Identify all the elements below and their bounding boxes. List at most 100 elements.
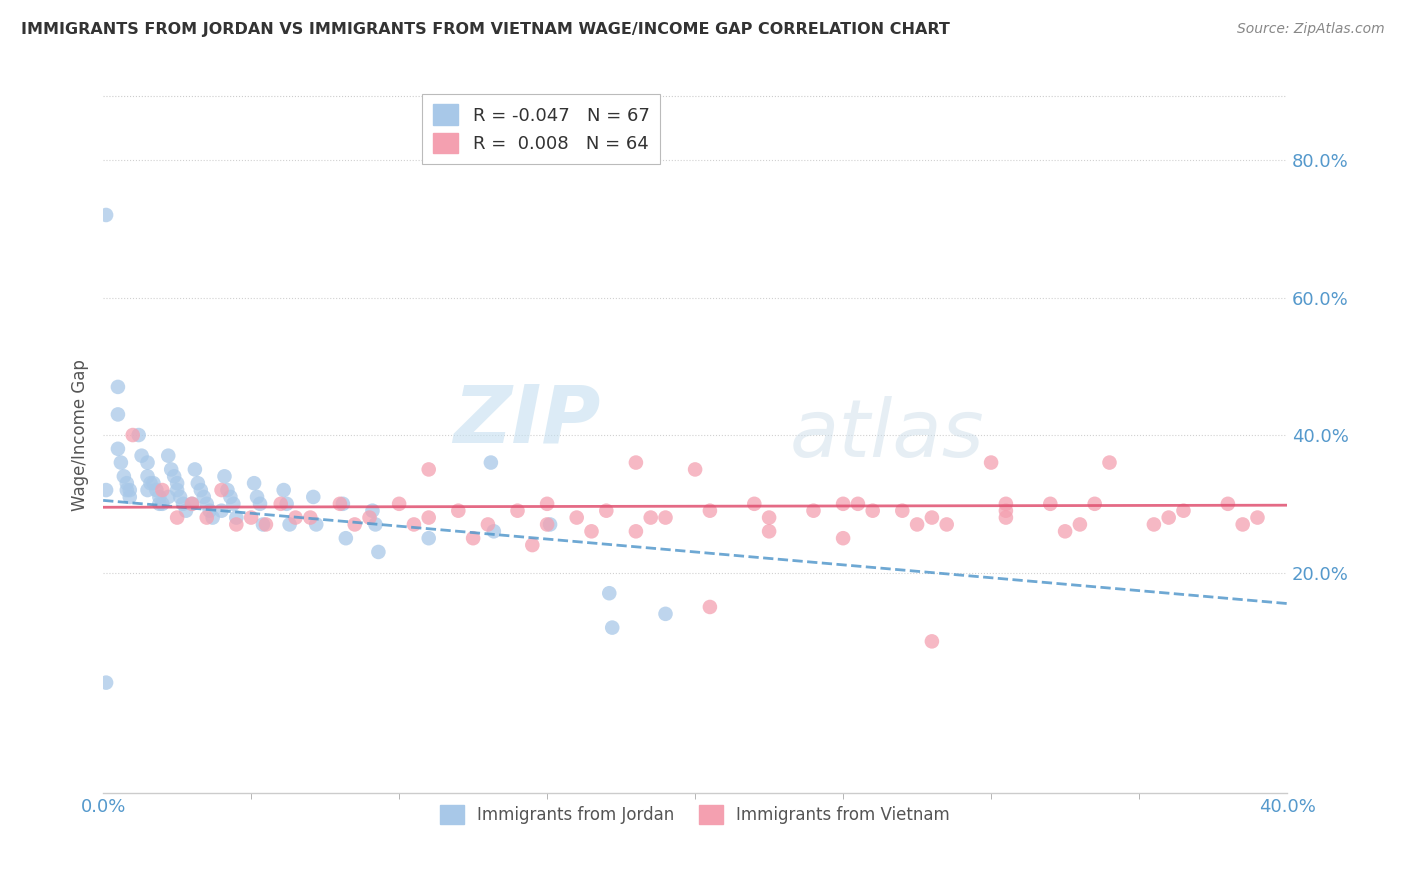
Point <box>654 607 676 621</box>
Point <box>343 517 366 532</box>
Point <box>150 483 173 497</box>
Point <box>862 504 884 518</box>
Point <box>1173 504 1195 518</box>
Point <box>305 517 328 532</box>
Point <box>1069 517 1091 532</box>
Point <box>359 510 381 524</box>
Point <box>598 586 620 600</box>
Point <box>482 524 505 539</box>
Point <box>270 497 292 511</box>
Point <box>1216 497 1239 511</box>
Point <box>640 510 662 524</box>
Point <box>278 517 301 532</box>
Point <box>418 510 440 524</box>
Point <box>195 510 218 524</box>
Point <box>166 483 188 497</box>
Point <box>364 517 387 532</box>
Point <box>299 510 322 524</box>
Point <box>699 504 721 518</box>
Point <box>654 510 676 524</box>
Point <box>624 456 647 470</box>
Point <box>479 456 502 470</box>
Point <box>758 510 780 524</box>
Point <box>329 497 352 511</box>
Point <box>581 524 603 539</box>
Point <box>184 462 207 476</box>
Text: IMMIGRANTS FROM JORDAN VS IMMIGRANTS FROM VIETNAM WAGE/INCOME GAP CORRELATION CH: IMMIGRANTS FROM JORDAN VS IMMIGRANTS FRO… <box>21 22 950 37</box>
Point <box>1157 510 1180 524</box>
Point <box>121 428 143 442</box>
Point <box>418 531 440 545</box>
Point <box>1098 456 1121 470</box>
Text: ZIP: ZIP <box>453 382 600 459</box>
Point <box>112 469 135 483</box>
Point <box>217 483 239 497</box>
Point <box>181 497 204 511</box>
Point <box>994 504 1017 518</box>
Point <box>565 510 588 524</box>
Point <box>219 490 242 504</box>
Point <box>136 469 159 483</box>
Point <box>222 497 245 511</box>
Point <box>157 449 180 463</box>
Point <box>211 504 233 518</box>
Point <box>115 476 138 491</box>
Point <box>388 497 411 511</box>
Point <box>595 504 617 518</box>
Point <box>181 497 204 511</box>
Point <box>418 462 440 476</box>
Point <box>447 504 470 518</box>
Point <box>193 490 215 504</box>
Point <box>160 462 183 476</box>
Point <box>166 510 188 524</box>
Point <box>225 510 247 524</box>
Point <box>163 469 186 483</box>
Point <box>536 517 558 532</box>
Point <box>461 531 484 545</box>
Point <box>361 504 384 518</box>
Point <box>935 517 957 532</box>
Point <box>1039 497 1062 511</box>
Point <box>128 428 150 442</box>
Point <box>536 497 558 511</box>
Point <box>131 449 153 463</box>
Point <box>1246 510 1268 524</box>
Point <box>201 510 224 524</box>
Point <box>118 490 141 504</box>
Point <box>1084 497 1107 511</box>
Point <box>243 476 266 491</box>
Point <box>600 621 623 635</box>
Point <box>145 483 167 497</box>
Point <box>335 531 357 545</box>
Point <box>169 490 191 504</box>
Point <box>198 504 221 518</box>
Point <box>195 497 218 511</box>
Point <box>367 545 389 559</box>
Point <box>115 483 138 497</box>
Point <box>921 510 943 524</box>
Point <box>150 497 173 511</box>
Point <box>94 483 117 497</box>
Point <box>172 497 194 511</box>
Point <box>136 456 159 470</box>
Point <box>110 456 132 470</box>
Point <box>891 504 914 518</box>
Point <box>832 531 855 545</box>
Point <box>254 517 277 532</box>
Point <box>506 504 529 518</box>
Y-axis label: Wage/Income Gap: Wage/Income Gap <box>72 359 89 511</box>
Point <box>803 504 825 518</box>
Point <box>214 469 236 483</box>
Point <box>276 497 298 511</box>
Point <box>246 490 269 504</box>
Point <box>284 510 307 524</box>
Point <box>107 380 129 394</box>
Point <box>699 599 721 614</box>
Point <box>1232 517 1254 532</box>
Point <box>118 483 141 497</box>
Point <box>240 510 263 524</box>
Point <box>683 462 706 476</box>
Point <box>211 483 233 497</box>
Point <box>522 538 544 552</box>
Point <box>273 483 295 497</box>
